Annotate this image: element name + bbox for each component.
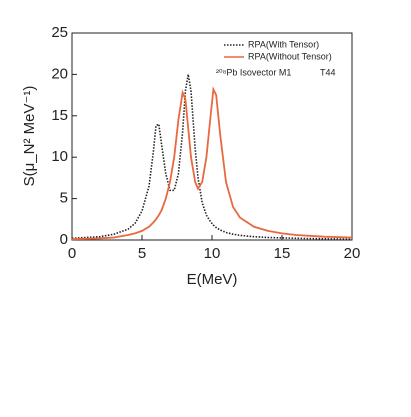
y-tick-label: 20 bbox=[51, 65, 68, 82]
legend-label: RPA(With Tensor) bbox=[248, 39, 319, 49]
plot-frame bbox=[71, 32, 353, 241]
y-tick-label: 5 bbox=[60, 190, 68, 207]
annotation: T44 bbox=[320, 67, 336, 77]
x-tick-label: 15 bbox=[274, 245, 291, 262]
x-tick-label: 10 bbox=[204, 245, 221, 262]
y-tick-label: 0 bbox=[60, 231, 68, 248]
y-tick-label: 15 bbox=[51, 107, 68, 124]
series-line bbox=[71, 86, 353, 241]
y-tick-label: 25 bbox=[51, 24, 68, 41]
y-axis-label: S(μ_N² MeV⁻¹) bbox=[21, 86, 38, 187]
x-tick-label: 20 bbox=[344, 245, 361, 262]
x-axis-label: E(MeV) bbox=[187, 271, 238, 288]
x-tick-label: 5 bbox=[138, 245, 146, 262]
annotation: ²⁰⁸Pb Isovector M1 bbox=[216, 67, 291, 77]
legend-label: RPA(Without Tensor) bbox=[248, 51, 332, 61]
y-tick-label: 10 bbox=[51, 148, 68, 165]
x-tick-label: 0 bbox=[68, 245, 76, 262]
